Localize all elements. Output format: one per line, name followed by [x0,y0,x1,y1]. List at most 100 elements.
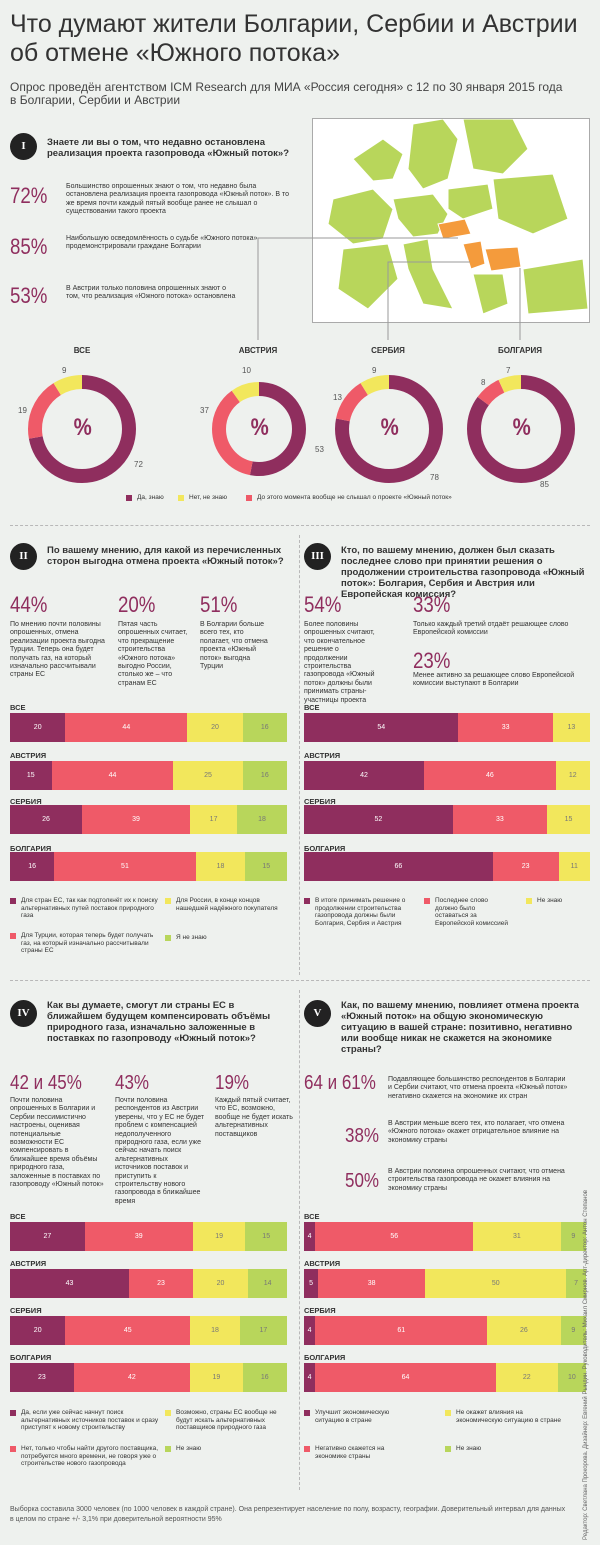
fact-3-1-number: 54% [304,592,342,617]
question-3: Кто, по вашему мнению, должен был сказат… [341,545,585,600]
bar-segment: 20 [10,1316,66,1345]
fact-3-2-text: Только каждый третий отдаёт решающее сло… [413,621,569,637]
legend-q2-swatch-russia [165,898,171,904]
legend-q4-swatch-dont-know [165,1446,171,1452]
fact-4-3-text: Каждый пятый считает, что ЕС, возможно, … [215,1097,293,1138]
fact-1-3-number: 53% [10,283,48,308]
bar-label-q3-serbia: СЕРБИЯ [304,797,336,806]
fact-1-2-number: 85% [10,234,48,259]
bar-q3-bulgaria: 66 23 11 [304,852,590,881]
fact-2-2-number: 20% [118,592,156,617]
bar-q5-serbia: 4 61 26 9 [304,1316,586,1345]
section-badge-3: III [304,543,331,570]
donut-slice [335,375,443,483]
legend-q3-countries: В итоге принимать решение о продолжении … [315,897,406,927]
legend-q4-no: Нет, только чтобы найти другого поставщи… [21,1445,159,1467]
bar-segment: 12 [555,761,590,790]
legend-q4-swatch-maybe [165,1410,171,1416]
legend-q2-russia: Для России, в конце концов нашедшей надё… [176,897,278,912]
bar-q4-austria: 43 23 20 14 [10,1269,287,1298]
bar-segment: 27 [10,1222,85,1251]
donut-value-label: 37 [200,406,209,415]
question-5: Как, по вашему мнению, повлияет отмена п… [341,1000,579,1055]
legend-swatch-never-heard [246,495,252,501]
bar-segment: 19 [192,1222,246,1251]
bar-segment: 16 [242,761,287,790]
legend-swatch-no [178,495,184,501]
legend-q5-no-effect: Не окажет влияния на экономическую ситуа… [456,1409,561,1424]
donut-slice [28,375,136,483]
bar-segment: 44 [51,761,174,790]
bar-segment: 17 [190,805,238,834]
section-badge-1: I [10,133,37,160]
bar-segment: 17 [239,1316,287,1345]
fact-2-3-text: В Болгарии больше всего тех, кто полагае… [200,621,268,671]
bar-label-q4-austria: АВСТРИЯ [10,1259,47,1268]
section-badge-5: V [304,1000,331,1027]
bar-label-q2-austria: АВСТРИЯ [10,751,47,760]
donut-center-all: % [73,414,92,441]
bar-segment: 66 [304,852,493,881]
bar-segment: 19 [190,1363,243,1392]
bar-segment: 42 [73,1363,191,1392]
bar-segment: 23 [492,852,559,881]
bar-segment: 46 [424,761,556,790]
donut-value-label: 19 [18,406,27,415]
bar-segment: 20 [10,713,66,742]
bar-q3-serbia: 52 33 15 [304,805,590,834]
fact-4-1-number: 42 и 45% [10,1072,82,1094]
bar-segment: 42 [304,761,425,790]
bar-label-q5-austria: АВСТРИЯ [304,1259,341,1268]
legend-q4-swatch-yes [10,1410,16,1416]
fact-1-1-number: 72% [10,183,48,208]
bar-segment: 51 [54,852,196,881]
map-austria [437,218,472,240]
bar-segment: 7 [566,1269,586,1298]
bar-segment: 4 [304,1316,316,1345]
donut-label-serbia: СЕРБИЯ [371,346,405,355]
legend-q2-turkey: Для Турции, которая теперь будет получат… [21,932,154,954]
question-4: Как вы думаете, смогут ли страны ЕС в бл… [47,1000,271,1044]
bar-q5-austria: 5 38 50 7 [304,1269,586,1298]
donut-value-label: 72 [134,460,143,469]
credits: Редактор: Светлана Прокорова. Дизайнер: … [583,1190,589,1540]
bar-segment: 10 [557,1363,586,1392]
legend-q5-negative: Негативно скажется на экономике страны [315,1445,385,1460]
separator-1 [10,525,590,526]
vertical-separator-2 [299,990,300,1490]
donut-value-label: 85 [540,480,549,489]
legend-q2-eu: Для стран ЕС, так как подтолкнёт их к по… [21,897,158,919]
bar-segment: 52 [304,805,453,834]
fact-5-1-number: 64 и 61% [304,1072,376,1094]
legend-q2-dont-know: Я не знаю [176,934,207,941]
bar-segment: 9 [560,1222,586,1251]
bar-segment: 39 [84,1222,193,1251]
bar-segment: 31 [473,1222,561,1251]
bar-label-q5-bulgaria: БОЛГАРИЯ [304,1353,346,1362]
legend-q4-maybe: Возможно, страны ЕС вообще не будут иска… [176,1409,277,1431]
bar-segment: 64 [315,1363,496,1392]
donut-label-austria: АВСТРИЯ [238,346,278,355]
donut-value-label: 7 [506,366,511,375]
bar-segment: 33 [458,713,553,742]
donut-value-label: 10 [242,366,251,375]
legend-yes: Да, знаю [137,494,164,501]
legend-no: Нет, не знаю [189,494,228,501]
bar-segment: 20 [192,1269,249,1298]
map-serbia [462,240,486,270]
bar-segment: 54 [304,713,459,742]
fact-1-1-text: Большинство опрошенных знают о том, что … [66,183,289,216]
fact-3-1-text: Более половины опрошенных считают, что о… [304,621,375,704]
donut-value-label: 13 [333,393,342,402]
bar-label-q4-serbia: СЕРБИЯ [10,1306,42,1315]
legend-q5-improve: Улучшит экономическую ситуацию в стране [315,1409,390,1424]
bar-segment: 56 [315,1222,474,1251]
donut-slice [28,375,136,483]
fact-5-2-text: В Австрии меньше всего тех, кто полагает… [388,1120,565,1144]
bar-segment: 16 [242,1363,287,1392]
page-subtitle: Опрос проведён агентством ICM Research д… [10,80,563,107]
legend-q4-yes: Да, если уже сейчас начнут поиск альтерн… [21,1409,159,1431]
bar-q5-bulgaria: 4 64 22 10 [304,1363,586,1392]
legend-q5-swatch-dont-know [445,1446,451,1452]
bar-segment: 16 [242,713,287,742]
